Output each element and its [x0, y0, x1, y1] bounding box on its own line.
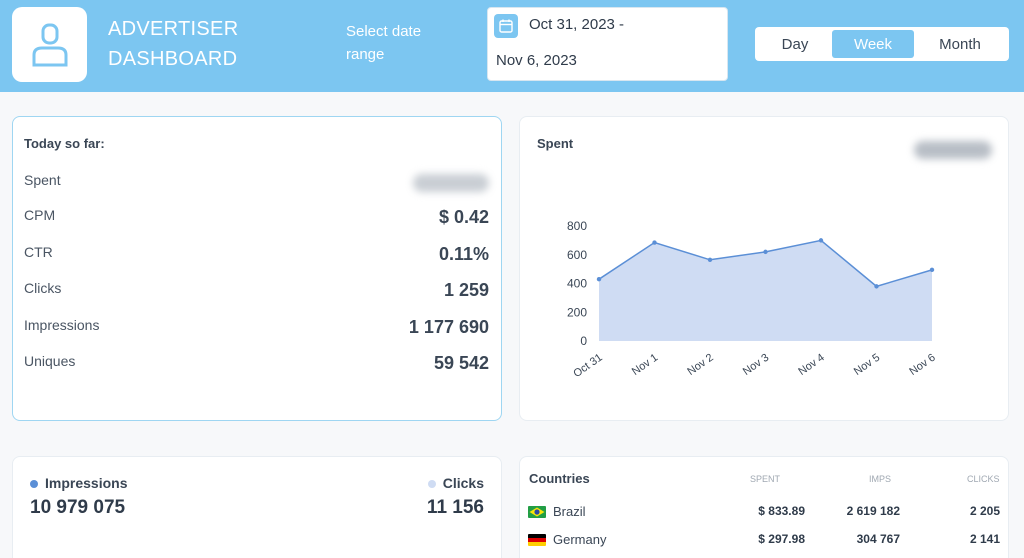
- brazil-flag-icon: [528, 506, 546, 518]
- germany-flag-icon: [528, 534, 546, 546]
- country-clicks: 2 205: [969, 504, 1000, 518]
- date-range-picker[interactable]: Oct 31, 2023 - Nov 6, 2023: [487, 7, 728, 81]
- dashboard-title: ADVERTISER DASHBOARD: [108, 14, 238, 74]
- x-tick-label: Nov 2: [685, 352, 715, 378]
- title-line-2: DASHBOARD: [108, 48, 238, 70]
- clicks-legend: Clicks: [427, 475, 484, 491]
- stat-row-cpm: CPM $ 0.42: [24, 207, 489, 231]
- y-tick-label: 200: [567, 305, 587, 319]
- calendar-icon[interactable]: [494, 14, 518, 38]
- range-month-button[interactable]: Month: [939, 35, 981, 53]
- country-clicks: 2 141: [969, 532, 1000, 546]
- stat-value: 59 542: [433, 353, 489, 373]
- totals-card: Impressions 10 979 075 Clicks 11 156: [12, 456, 502, 558]
- data-point[interactable]: [652, 240, 657, 245]
- avatar[interactable]: [12, 7, 87, 82]
- country-spent: $ 833.89: [758, 504, 805, 518]
- column-header-imps: IMPS: [869, 474, 892, 484]
- data-point[interactable]: [707, 257, 713, 262]
- column-header-clicks: CLICKS: [967, 474, 1000, 484]
- today-title: Today so far:: [24, 136, 105, 151]
- x-tick-label: Nov 4: [796, 352, 826, 378]
- stat-label: Uniques: [24, 353, 76, 369]
- today-card: Today so far: Spent CPM $ 0.42 CTR 0.11%…: [12, 116, 502, 421]
- date-end: Nov 6, 2023: [496, 52, 577, 69]
- y-tick-label: 800: [567, 219, 587, 233]
- data-point[interactable]: [818, 238, 824, 243]
- x-tick-label: Nov 5: [852, 352, 882, 378]
- clicks-dot-icon: [427, 480, 436, 489]
- clicks-label: Clicks: [442, 475, 484, 491]
- stat-label: CPM: [24, 207, 56, 223]
- stat-value: 1 177 690: [408, 317, 489, 337]
- stat-row-clicks: Clicks 1 259: [24, 280, 489, 304]
- stat-row-uniques: Uniques 59 542: [24, 353, 489, 377]
- x-tick-label: Nov 3: [741, 352, 771, 378]
- date-range-label: Select date range: [346, 23, 422, 63]
- impressions-legend: Impressions: [30, 475, 127, 491]
- range-day-button[interactable]: Day: [781, 35, 809, 53]
- stat-row-ctr: CTR 0.11%: [24, 244, 489, 268]
- countries-title: Countries: [529, 471, 590, 486]
- header: ADVERTISER DASHBOARD Select date range O…: [0, 0, 1024, 92]
- data-point[interactable]: [763, 249, 768, 255]
- data-point[interactable]: [874, 284, 879, 289]
- blurred-value: [413, 174, 489, 192]
- country-name: Germany: [553, 532, 607, 547]
- range-week-button[interactable]: Week: [832, 30, 914, 58]
- column-header-spent: SPENT: [750, 474, 781, 484]
- title-line-1: ADVERTISER: [108, 18, 239, 40]
- spent-line-chart: 800 600 400 200 0 Oct 31 Nov 1 Nov 2 Nov 3 Nov 4 N…: [567, 219, 938, 380]
- y-tick-label: 400: [567, 277, 587, 291]
- country-row[interactable]: Brazil $ 833.89 2 619 182 2 205: [528, 504, 1000, 524]
- stat-label: Clicks: [24, 280, 62, 296]
- stat-label: Impressions: [24, 317, 100, 333]
- stat-row-spent: Spent: [24, 172, 489, 196]
- data-point[interactable]: [929, 267, 935, 273]
- stat-label: CTR: [24, 244, 53, 260]
- x-tick-label: Nov 6: [907, 352, 937, 378]
- country-row[interactable]: Germany $ 297.98 304 767 2 141: [528, 532, 1000, 552]
- data-point[interactable]: [596, 276, 602, 282]
- country-imps: 304 767: [856, 532, 900, 546]
- range-toggle: Day Week Month: [755, 27, 1009, 61]
- country-spent: $ 297.98: [758, 532, 805, 546]
- x-tick-label: Oct 31: [571, 352, 604, 380]
- stat-label: Spent: [24, 172, 61, 188]
- countries-card: Countries SPENT IMPS CLICKS Brazil $ 833…: [519, 456, 1009, 558]
- blurred-value: [914, 141, 992, 159]
- impressions-label: Impressions: [45, 475, 128, 491]
- stat-row-impressions: Impressions 1 177 690: [24, 317, 489, 341]
- clicks-total: 11 156: [426, 497, 484, 518]
- x-tick-label: Nov 1: [630, 352, 660, 378]
- country-imps: 2 619 182: [846, 504, 900, 518]
- user-icon: [32, 23, 67, 66]
- spent-title: Spent: [537, 136, 574, 151]
- stat-value: 1 259: [443, 280, 489, 300]
- stat-value: 0.11%: [438, 244, 489, 264]
- date-start: Oct 31, 2023 -: [529, 16, 625, 33]
- impressions-total: 10 979 075: [30, 497, 126, 518]
- area-fill: [599, 240, 932, 341]
- stat-value: $ 0.42: [438, 207, 489, 227]
- y-tick-label: 600: [567, 248, 587, 262]
- impressions-dot-icon: [30, 480, 38, 489]
- country-name: Brazil: [553, 504, 586, 519]
- spent-chart-card: Spent 800 600 400 200 0 Oct 31 Nov 1 Nov 2 Nov 3…: [519, 116, 1009, 421]
- y-tick-label: 0: [580, 334, 587, 348]
